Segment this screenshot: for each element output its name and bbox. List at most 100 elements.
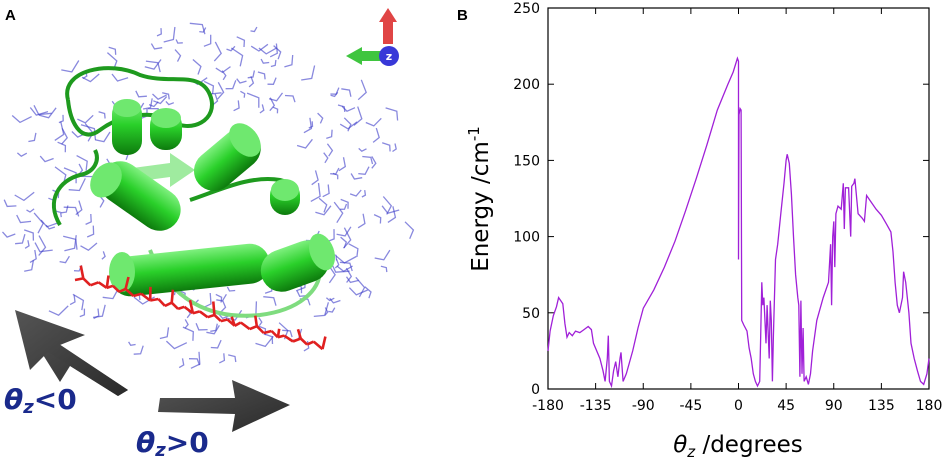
- solvent-molecule: [340, 198, 349, 209]
- solvent-molecule: [11, 115, 32, 124]
- solvent-molecule: [308, 121, 314, 129]
- solvent-molecule: [326, 143, 334, 157]
- y-tick-label: 50: [522, 306, 540, 322]
- theta-positive-label: θz>0: [136, 426, 209, 461]
- y-axis-arrow-shaft: [383, 18, 393, 44]
- ligand-bond: [74, 277, 84, 282]
- solvent-molecule: [392, 143, 397, 153]
- ligand-bond: [118, 287, 127, 293]
- solvent-molecule: [259, 104, 265, 114]
- ligand-bond: [263, 329, 272, 335]
- solvent-molecule: [337, 104, 346, 112]
- solvent-molecule: [269, 43, 278, 58]
- solvent-molecule: [310, 182, 321, 202]
- solvent-molecule: [225, 80, 237, 90]
- x-tick-label: 135: [868, 398, 895, 414]
- solvent-molecule: [16, 214, 32, 224]
- solvent-molecule: [324, 307, 329, 316]
- ligand-bond: [124, 287, 135, 297]
- solvent-molecule: [188, 358, 201, 366]
- solvent-molecule: [60, 205, 69, 214]
- x-tick-label: 180: [916, 398, 943, 414]
- ligand-bond: [164, 301, 173, 308]
- solvent-molecule: [372, 127, 380, 143]
- solvent-molecule: [28, 132, 37, 143]
- solvent-molecule: [361, 190, 367, 198]
- helix-cylinder: [270, 179, 300, 215]
- ligand-bond: [89, 281, 100, 287]
- ligand-bond: [157, 298, 166, 307]
- solvent-molecule: [362, 155, 374, 165]
- protein-loop: [52, 149, 99, 227]
- solvent-molecule: [69, 294, 76, 306]
- solvent-molecule: [258, 317, 263, 326]
- solvent-molecule: [364, 286, 372, 299]
- solvent-molecule: [178, 358, 185, 369]
- y-tick-label: 0: [531, 382, 540, 398]
- solvent-molecule: [336, 265, 353, 273]
- solvent-molecule: [357, 79, 367, 101]
- solvent-molecule: [165, 340, 188, 350]
- solvent-molecule: [108, 46, 117, 55]
- solvent-molecule: [236, 36, 246, 48]
- helix-cylinder: [193, 123, 261, 191]
- solvent-molecule: [255, 335, 274, 348]
- solvent-molecule: [217, 81, 225, 100]
- solvent-molecule: [228, 354, 237, 363]
- ligand-bond: [306, 340, 315, 346]
- solvent-molecule: [246, 92, 260, 108]
- ligand-bond: [249, 324, 258, 331]
- ligand-bond: [213, 314, 222, 323]
- solvent-molecule: [374, 249, 391, 261]
- solvent-molecule: [257, 71, 266, 80]
- solvent-molecule: [81, 73, 100, 83]
- solvent-molecule: [63, 167, 77, 184]
- solvent-molecule: [165, 100, 175, 106]
- panel-a: A z: [2, 7, 415, 461]
- ligand-bond: [192, 310, 201, 315]
- theta-negative-label: θz<0: [4, 383, 77, 418]
- solvent-molecule: [195, 323, 208, 331]
- ligand-bond: [277, 334, 285, 339]
- z-axis-sphere: [379, 46, 399, 66]
- solvent-molecule: [269, 97, 276, 112]
- solvent-molecule: [385, 107, 399, 121]
- solvent-molecule: [39, 155, 54, 163]
- solvent-molecule: [341, 88, 352, 97]
- solvent-molecule: [23, 229, 35, 241]
- helix-cylinder: [90, 161, 181, 231]
- solvent-molecule: [182, 326, 194, 341]
- solvent-molecule: [345, 276, 359, 284]
- solvent-molecule: [350, 173, 363, 180]
- solvent-molecule: [148, 101, 159, 108]
- solvent-molecule: [358, 147, 367, 152]
- solvent-molecule: [357, 213, 366, 229]
- ligand-bond: [97, 281, 108, 289]
- ligand-bond: [82, 277, 92, 287]
- solvent-molecule: [268, 92, 284, 102]
- solvent-molecule: [373, 214, 382, 224]
- solvent-molecule: [213, 41, 222, 62]
- solvent-molecule: [333, 201, 344, 224]
- solvent-molecule: [343, 227, 352, 249]
- solvent-molecule: [358, 166, 370, 175]
- z-axis-label: z: [386, 50, 392, 63]
- solvent-molecule: [323, 152, 329, 164]
- solvent-molecule: [98, 111, 106, 119]
- solvent-molecule: [330, 167, 340, 175]
- ligand-bond: [296, 328, 302, 339]
- solvent-molecule: [192, 59, 202, 75]
- solvent-molecule: [230, 47, 244, 67]
- ligand-bond: [312, 340, 324, 351]
- solvent-molecule: [380, 265, 388, 273]
- solvent-molecule: [334, 259, 340, 269]
- solvent-molecule: [296, 138, 313, 149]
- solvent-molecule: [387, 206, 397, 223]
- solvent-molecule: [156, 28, 162, 37]
- solvent-molecule: [338, 157, 347, 172]
- ligand-bond: [276, 328, 281, 338]
- solvent-molecule: [2, 231, 16, 238]
- x-tick-label: -90: [632, 398, 655, 414]
- ligand-bond: [177, 305, 185, 311]
